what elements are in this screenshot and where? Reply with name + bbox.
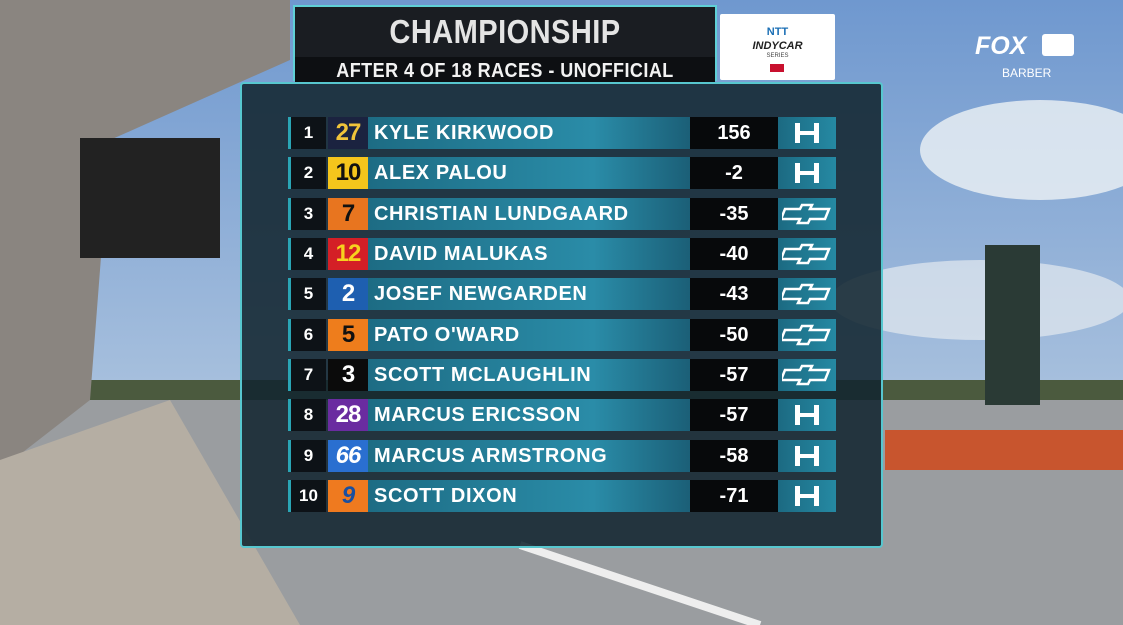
position: 2 (288, 157, 326, 189)
position: 5 (288, 278, 326, 310)
car-number: 66 (328, 440, 368, 472)
engine-icon (778, 440, 836, 472)
engine-icon (778, 157, 836, 189)
driver: SCOTT MCLAUGHLIN (368, 359, 690, 391)
points: -43 (690, 278, 778, 310)
car-number: 10 (328, 157, 368, 189)
points: -57 (690, 399, 778, 431)
points: -2 (690, 157, 778, 189)
points: -35 (690, 198, 778, 230)
standings-row: 7 3 SCOTT MCLAUGHLIN -57 (288, 359, 836, 391)
position: 8 (288, 399, 326, 431)
position: 9 (288, 440, 326, 472)
driver: ALEX PALOU (368, 157, 690, 189)
engine-icon (778, 278, 836, 310)
position: 10 (288, 480, 326, 512)
car-number: 5 (328, 319, 368, 351)
driver: MARCUS ARMSTRONG (368, 440, 690, 472)
position: 6 (288, 319, 326, 351)
logo-brand: NTT (766, 26, 789, 38)
network-name: FOX (975, 32, 1027, 60)
position: 7 (288, 359, 326, 391)
logo-series: INDYCAR (752, 40, 803, 52)
car-number: 27 (328, 117, 368, 149)
points: -58 (690, 440, 778, 472)
engine-icon (778, 117, 836, 149)
engine-icon (778, 359, 836, 391)
standings-row: 4 12 DAVID MALUKAS -40 (288, 238, 836, 270)
standings-row: 10 9 SCOTT DIXON -71 (288, 480, 836, 512)
series-logo: NTT INDYCAR SERIES (720, 14, 835, 80)
car-number: 2 (328, 278, 368, 310)
engine-icon (778, 319, 836, 351)
car-number: 12 (328, 238, 368, 270)
network-badge (1042, 34, 1074, 56)
subtitle: AFTER 4 OF 18 RACES - UNOFFICIAL (336, 60, 674, 82)
position: 4 (288, 238, 326, 270)
engine-icon (778, 399, 836, 431)
venue: BARBER (1002, 66, 1052, 80)
engine-icon (778, 238, 836, 270)
standings-row: 5 2 JOSEF NEWGARDEN -43 (288, 278, 836, 310)
standings-row: 2 10 ALEX PALOU -2 (288, 157, 836, 189)
standings-row: 9 66 MARCUS ARMSTRONG -58 (288, 440, 836, 472)
subtitle-bar: AFTER 4 OF 18 RACES - UNOFFICIAL (295, 57, 715, 83)
standings-row: 8 28 MARCUS ERICSSON -57 (288, 399, 836, 431)
driver: JOSEF NEWGARDEN (368, 278, 690, 310)
points: -40 (690, 238, 778, 270)
standings-row: 3 7 CHRISTIAN LUNDGAARD -35 (288, 198, 836, 230)
position: 1 (288, 117, 326, 149)
points: 156 (690, 117, 778, 149)
driver: DAVID MALUKAS (368, 238, 690, 270)
position: 3 (288, 198, 326, 230)
standings-row: 6 5 PATO O'WARD -50 (288, 319, 836, 351)
driver: KYLE KIRKWOOD (368, 117, 690, 149)
car-number: 7 (328, 198, 368, 230)
car-number: 9 (328, 480, 368, 512)
driver: SCOTT DIXON (368, 480, 690, 512)
standings-row: 1 27 KYLE KIRKWOOD 156 (288, 117, 836, 149)
points: -71 (690, 480, 778, 512)
logo-tagline: SERIES (766, 53, 789, 59)
driver: CHRISTIAN LUNDGAARD (368, 198, 690, 230)
engine-icon (778, 480, 836, 512)
title-box: CHAMPIONSHIP STANDINGS AFTER 4 OF 18 RAC… (293, 5, 717, 88)
standings-panel (240, 82, 883, 548)
car-number: 3 (328, 359, 368, 391)
driver: PATO O'WARD (368, 319, 690, 351)
engine-icon (778, 198, 836, 230)
points: -57 (690, 359, 778, 391)
driver: MARCUS ERICSSON (368, 399, 690, 431)
car-number: 28 (328, 399, 368, 431)
points: -50 (690, 319, 778, 351)
logo-flag (770, 64, 784, 72)
